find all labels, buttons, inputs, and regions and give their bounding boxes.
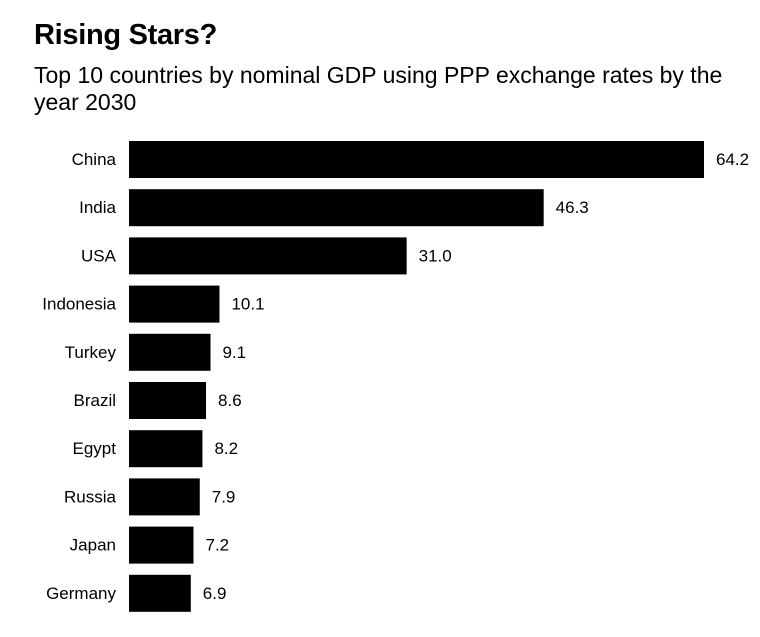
category-label: USA (81, 246, 117, 265)
category-label: Egypt (73, 439, 117, 458)
bar (129, 478, 200, 516)
value-label: 10.1 (231, 295, 264, 314)
category-label: Indonesia (42, 295, 116, 314)
bar (129, 237, 407, 275)
value-label: 8.6 (218, 391, 242, 410)
bar (129, 526, 194, 564)
bar (129, 189, 544, 227)
category-label: India (79, 198, 116, 217)
bar (129, 141, 704, 178)
bar (129, 430, 203, 468)
category-label: Russia (64, 487, 117, 506)
value-label: 8.2 (214, 439, 238, 458)
chart-title: Rising Stars? (34, 19, 218, 51)
category-label: Brazil (73, 391, 116, 410)
value-label: 7.9 (212, 487, 236, 506)
value-label: 31.0 (419, 246, 452, 265)
value-label: 64.2 (716, 150, 749, 169)
bar (129, 285, 220, 323)
value-label: 46.3 (556, 198, 589, 217)
category-label: China (72, 150, 117, 169)
value-label: 9.1 (223, 343, 247, 362)
bar-chart: China 64.2 India 46.3 USA 31.0 Indonesia 10.1 Tu… (42, 141, 749, 612)
category-label: Turkey (65, 343, 117, 362)
value-label: 6.9 (203, 584, 227, 603)
bar (129, 333, 211, 371)
chart-subtitle: Top 10 countries by nominal GDP using PP… (34, 62, 723, 115)
bar (129, 382, 207, 419)
value-label: 7.2 (205, 536, 229, 555)
category-label: Germany (46, 584, 116, 603)
bar (129, 574, 191, 612)
category-label: Japan (70, 536, 116, 555)
